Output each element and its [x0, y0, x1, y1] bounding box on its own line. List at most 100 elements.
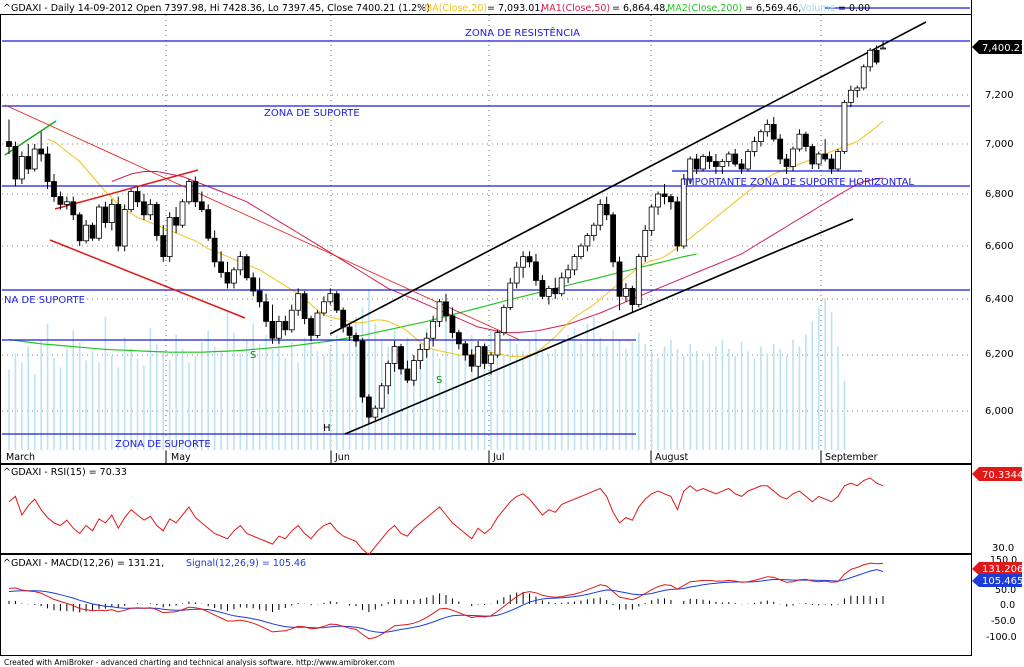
price-tick: 6,400: [985, 294, 1014, 305]
candle-down: [693, 158, 700, 170]
volume-bar: [130, 348, 132, 450]
support-zone-bottom-label: ZONA DE SUPORTE: [115, 439, 211, 450]
volume-bar: [111, 355, 113, 450]
volume-bar: [40, 339, 42, 450]
volume-bar: [496, 348, 499, 450]
macd-tick: -50.0: [991, 616, 1016, 627]
candle-up: [545, 287, 552, 297]
volume-bar: [194, 355, 197, 450]
candle-down: [205, 209, 212, 239]
pattern-head: H: [323, 423, 331, 434]
volume-bar: [548, 353, 550, 450]
red-channel-lines: [49, 169, 246, 319]
volume-bar: [406, 337, 409, 450]
volume-bar: [143, 364, 145, 450]
volume-bar: [303, 337, 306, 450]
candle-up: [558, 277, 565, 295]
candle-up: [276, 320, 282, 339]
volume-bars: [8, 289, 846, 450]
support-resistance-zones: [2, 7, 970, 435]
candle-up: [31, 148, 38, 170]
candle-down: [661, 193, 668, 197]
volume-bar: [483, 341, 486, 450]
volume-bar: [535, 332, 537, 450]
candle-down: [468, 354, 475, 367]
volume-bar: [490, 330, 492, 450]
volume-bar: [644, 344, 647, 450]
candle-down: [346, 326, 353, 336]
volume-bar: [85, 360, 87, 450]
candle-down: [359, 340, 366, 398]
volume-bar: [817, 307, 820, 450]
candle-down: [443, 301, 449, 317]
volume-bar: [554, 348, 557, 450]
candle-up: [835, 151, 841, 170]
volume-bar: [290, 341, 293, 450]
candle-up: [745, 151, 751, 170]
candle-down: [610, 214, 616, 263]
volume-bar: [637, 332, 640, 450]
volume-bar: [753, 358, 756, 450]
candle-up: [880, 47, 886, 50]
candle-up: [475, 346, 482, 367]
red-upper-line: [54, 169, 199, 210]
volume-bar: [586, 323, 589, 450]
price-axis: 7,200 7,000 6,800 6,600 6,400 6,200 6,00…: [985, 90, 1014, 417]
volume-bar: [747, 351, 749, 450]
candle-up: [378, 385, 385, 409]
volume-bar: [33, 374, 36, 450]
volume-bar: [740, 341, 743, 450]
volume-bar: [599, 337, 602, 450]
candle-down: [192, 181, 199, 203]
candle-down: [873, 49, 880, 63]
volume-bar: [779, 348, 781, 450]
candle-up: [867, 49, 874, 68]
candle-down: [533, 261, 539, 281]
price-tick: 6,800: [985, 189, 1014, 200]
support-zone-top-label: ZONA DE SUPORTE: [264, 108, 360, 119]
volume-bar: [104, 316, 107, 450]
candle-down: [449, 315, 456, 333]
candle-up: [147, 203, 154, 216]
volume-bar: [811, 321, 814, 450]
candle-up: [719, 161, 726, 167]
candle-down: [732, 153, 739, 165]
candle-down: [481, 346, 488, 364]
volume-bar: [438, 358, 441, 450]
candle-up: [571, 256, 578, 271]
volume-bar: [689, 344, 692, 450]
candle-up: [391, 346, 398, 364]
volume-bar: [772, 344, 775, 450]
candle-up: [578, 245, 584, 258]
price-tick: 6,200: [985, 349, 1014, 360]
volume-bar: [98, 362, 100, 450]
candle-up: [500, 306, 507, 333]
signal-panel-label: Signal(12,26,9) = 105.46: [186, 558, 306, 569]
macd-badge-value: 131.206: [982, 564, 1023, 575]
volume-bar: [708, 353, 711, 450]
volume-bar: [297, 362, 299, 450]
macd-panel-label: ^GDAXI - MACD(12,26) = 131.21,: [3, 558, 164, 569]
candle-up: [513, 266, 520, 284]
candle-up: [237, 256, 244, 271]
volume-bar: [348, 341, 351, 450]
red-thin-diagonal: [4, 104, 521, 341]
volume-bar: [425, 328, 428, 450]
candle-down: [256, 290, 263, 303]
volume-bar: [316, 351, 319, 450]
upper-channel-line: [329, 21, 927, 335]
volume-value: = 0.00: [838, 3, 870, 14]
volume-bar: [695, 351, 698, 450]
volume-label: Volume: [800, 3, 835, 14]
candle-up: [423, 337, 430, 350]
horizontal-support-label: IMPORTANTE ZONA DE SUPORTE HORIZONTAL: [683, 177, 914, 188]
volume-bar: [682, 355, 685, 450]
volume-bar: [573, 328, 576, 450]
candle-up: [494, 332, 501, 356]
volume-bar: [200, 341, 203, 450]
ma200-line: [8, 253, 697, 353]
volume-bar: [226, 312, 229, 450]
volume-bar: [663, 346, 666, 450]
volume-bar: [593, 316, 595, 450]
candle-up: [488, 354, 494, 364]
